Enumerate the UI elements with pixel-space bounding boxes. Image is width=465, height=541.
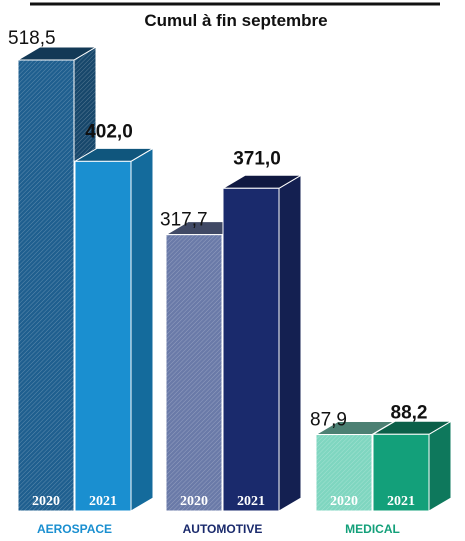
value-label-medical-2021: 88,2 <box>391 402 428 423</box>
bar-side-medical-2021 <box>428 420 452 512</box>
value-label-aerospace-2020: 518,5 <box>8 28 56 49</box>
year-label-automotive-2021: 2021 <box>237 494 265 509</box>
bar-side-aerospace-2021 <box>130 147 154 512</box>
value-label-automotive-2020: 317,7 <box>160 210 208 231</box>
year-label-aerospace-2020: 2020 <box>32 494 60 509</box>
category-labels: AEROSPACE AUTOMOTIVE MEDICAL <box>37 522 400 536</box>
value-label-automotive-2021: 371,0 <box>233 148 281 169</box>
bar-automotive-2021: 2021 371,0 <box>221 148 303 512</box>
bar-hatch-medical-2020 <box>316 434 372 511</box>
year-label-medical-2020: 2020 <box>330 494 358 509</box>
year-label-automotive-2020: 2020 <box>180 494 208 509</box>
bar-front-automotive-2021 <box>222 187 280 512</box>
category-label-aerospace: AEROSPACE <box>37 522 112 536</box>
value-label-aerospace-2021: 402,0 <box>85 121 133 142</box>
bar-front-medical-2021 <box>372 433 430 512</box>
value-label-medical-2020: 87,9 <box>310 410 347 431</box>
bar-medical-2021: 2021 88,2 <box>371 402 453 512</box>
bar-hatch-automotive-2020 <box>166 234 222 511</box>
year-label-medical-2021: 2021 <box>387 494 415 509</box>
bar-aerospace-2021: 2021 402,0 <box>73 121 155 512</box>
bar-hatch-aerospace-2020 <box>18 60 74 511</box>
category-label-automotive: AUTOMOTIVE <box>183 522 263 536</box>
bar-side-automotive-2021 <box>278 174 302 512</box>
bars-group: 2020 518,5 2021 402,0 2020 317,7 2021 371,0 2020… <box>8 28 453 512</box>
category-label-medical: MEDICAL <box>345 522 400 536</box>
bar-front-aerospace-2021 <box>74 160 132 512</box>
year-label-aerospace-2021: 2021 <box>89 494 117 509</box>
chart-title: Cumul à fin septembre <box>144 11 327 30</box>
